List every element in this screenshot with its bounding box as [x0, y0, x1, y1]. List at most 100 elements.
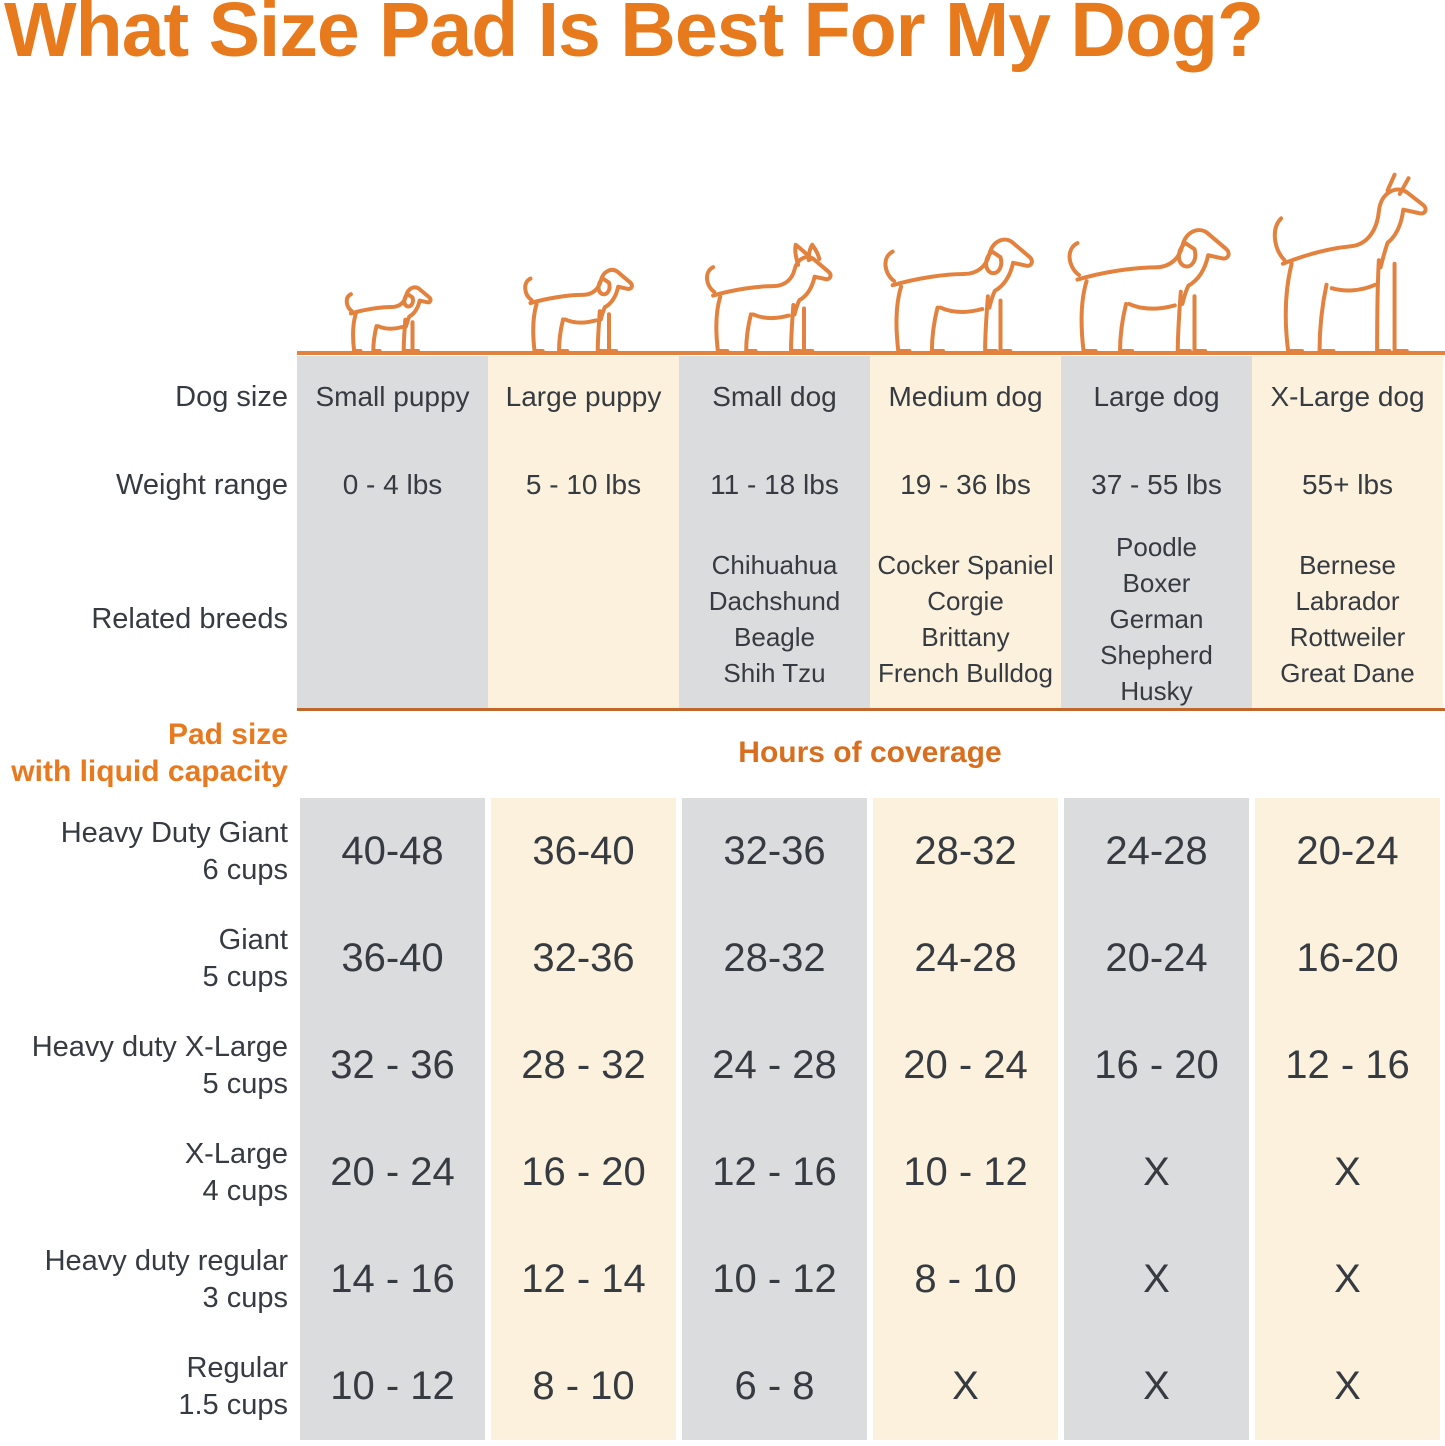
- related-breeds-row: Chihuahua Dachshund Beagle Shih Tzu Cock…: [297, 528, 1443, 710]
- hours-cell: 8 - 10: [532, 1364, 635, 1408]
- hours-cell: 14 - 16: [330, 1257, 455, 1301]
- pad-name: Heavy duty regular: [44, 1244, 288, 1277]
- hours-cell: 10 - 12: [330, 1364, 455, 1408]
- hours-cell: 24-28: [914, 936, 1017, 980]
- medium-dog-icon: [885, 240, 1031, 351]
- large-puppy-icon: [525, 270, 632, 351]
- pad-size-section-label: Pad size with liquid capacity: [0, 716, 288, 790]
- column-bg-small-dog: [679, 356, 870, 710]
- hours-cell: 20 - 24: [903, 1043, 1028, 1087]
- pad-name: Heavy Duty Giant: [60, 816, 288, 849]
- weight-range-row-label: Weight range: [116, 468, 288, 501]
- breed: Brittany: [921, 622, 1010, 652]
- hours-cell: X: [1334, 1150, 1361, 1194]
- hours-cell: 10 - 12: [712, 1257, 837, 1301]
- pad-row-heavy-duty-regular: 14 - 16 12 - 14 10 - 12 8 - 10 X X: [297, 1226, 1443, 1333]
- hours-cell: 32-36: [723, 829, 826, 873]
- breed: Husky: [1120, 676, 1193, 706]
- breed: German Shepherd: [1100, 604, 1213, 670]
- hours-cell: X: [952, 1364, 979, 1408]
- hours-of-coverage-header: Hours of coverage: [738, 736, 1002, 769]
- dog-size-cell: Small dog: [712, 381, 837, 412]
- weight-cell: 0 - 4 lbs: [342, 469, 443, 500]
- data-column-bg-x-large-dog: [1255, 798, 1440, 1440]
- breed: Poodle: [1116, 532, 1197, 562]
- dog-size-cell: Small puppy: [315, 381, 470, 412]
- hours-cell: X: [1334, 1257, 1361, 1301]
- hours-cell: 24 - 28: [712, 1043, 837, 1087]
- breeds-cell: Chihuahua Dachshund Beagle Shih Tzu: [679, 528, 870, 710]
- pad-name: Regular: [186, 1351, 288, 1384]
- section-divider-rule: [297, 708, 1445, 711]
- breed: Cocker Spaniel: [877, 550, 1054, 580]
- pad-capacity: 1.5 cups: [178, 1388, 288, 1421]
- hours-cell: 12 - 14: [521, 1257, 646, 1301]
- hours-cell: X: [1143, 1364, 1170, 1408]
- breeds-cell: Cocker Spaniel Corgie Brittany French Bu…: [870, 528, 1061, 710]
- dog-size-cell: X-Large dog: [1270, 381, 1425, 412]
- dog-size-row: Small puppy Large puppy Small dog Medium…: [297, 368, 1443, 426]
- column-bg-x-large-dog: [1252, 356, 1443, 710]
- breed: Corgie: [927, 586, 1004, 616]
- data-column-bg-small-dog: [682, 798, 867, 1440]
- pad-capacity: 3 cups: [202, 1281, 288, 1314]
- hours-cell: 20-24: [1105, 936, 1208, 980]
- breed: Labrador: [1295, 586, 1400, 616]
- pad-row-label-heavy-duty-giant: Heavy Duty Giant 6 cups: [0, 798, 288, 905]
- pad-row-label-giant: Giant 5 cups: [0, 905, 288, 1012]
- pad-name: X-Large: [184, 1137, 288, 1170]
- column-bg-large-puppy: [488, 356, 679, 710]
- breed: Dachshund: [708, 586, 841, 616]
- breeds-cell: [297, 528, 488, 710]
- pad-row-label-regular: Regular 1.5 cups: [0, 1333, 288, 1440]
- data-column-bg-large-puppy: [491, 798, 676, 1440]
- breed: Bernese: [1299, 550, 1396, 580]
- related-breeds-row-label: Related breeds: [91, 602, 288, 635]
- pad-capacity: 5 cups: [202, 1067, 288, 1100]
- dog-size-cell: Large puppy: [505, 381, 662, 412]
- hours-cell: 12 - 16: [1285, 1043, 1410, 1087]
- hours-cell: 8 - 10: [914, 1257, 1017, 1301]
- dog-baseline-rule: [297, 351, 1445, 355]
- data-column-bg-large-dog: [1064, 798, 1249, 1440]
- hours-cell: 12 - 16: [712, 1150, 837, 1194]
- hours-cell: 28-32: [914, 829, 1017, 873]
- hours-cell: 40-48: [341, 829, 444, 873]
- pad-name: Giant: [218, 923, 288, 956]
- large-dog-icon: [1070, 230, 1229, 351]
- breeds-cell: [488, 528, 679, 710]
- small-puppy-icon: [345, 285, 433, 352]
- pad-row-label-heavy-duty-x-large: Heavy duty X-Large 5 cups: [0, 1012, 288, 1119]
- hours-cell: X: [1334, 1364, 1361, 1408]
- hours-cell: 36-40: [341, 936, 444, 980]
- weight-cell: 11 - 18 lbs: [710, 469, 839, 500]
- hours-cell: 16 - 20: [1094, 1043, 1219, 1087]
- hours-cell: X: [1143, 1257, 1170, 1301]
- hours-cell: 6 - 8: [734, 1364, 815, 1408]
- breed: Rottweiler: [1289, 622, 1406, 652]
- pad-capacity: 4 cups: [202, 1174, 288, 1207]
- breed: Boxer: [1122, 568, 1191, 598]
- pad-capacity: 6 cups: [202, 853, 288, 886]
- hours-cell: 28 - 32: [521, 1043, 646, 1087]
- dog-size-cell: Medium dog: [888, 381, 1043, 412]
- pad-size-label-line2: with liquid capacity: [11, 755, 288, 788]
- pad-row-label-x-large: X-Large 4 cups: [0, 1119, 288, 1226]
- hours-cell: 20-24: [1296, 829, 1399, 873]
- hours-cell: 20 - 24: [330, 1150, 455, 1194]
- column-bg-small-puppy: [297, 356, 488, 710]
- pad-row-label-heavy-duty-regular: Heavy duty regular 3 cups: [0, 1226, 288, 1333]
- data-column-bg-medium-dog: [873, 798, 1058, 1440]
- breed: French Bulldog: [878, 658, 1053, 688]
- pad-row-heavy-duty-x-large: 32 - 36 28 - 32 24 - 28 20 - 24 16 - 20 …: [297, 1012, 1443, 1119]
- weight-cell: 5 - 10 lbs: [525, 469, 642, 500]
- weight-cell: 37 - 55 lbs: [1091, 469, 1222, 500]
- dog-size-cell: Large dog: [1093, 381, 1220, 412]
- hours-cell: 16-20: [1296, 936, 1399, 980]
- x-large-dog-icon: [1275, 175, 1426, 351]
- page-title: What Size Pad Is Best For My Dog?: [4, 0, 1264, 73]
- pad-row-x-large: 20 - 24 16 - 20 12 - 16 10 - 12 X X: [297, 1119, 1443, 1226]
- hours-cell: 10 - 12: [903, 1150, 1028, 1194]
- pad-row-giant: 36-40 32-36 28-32 24-28 20-24 16-20: [297, 905, 1443, 1012]
